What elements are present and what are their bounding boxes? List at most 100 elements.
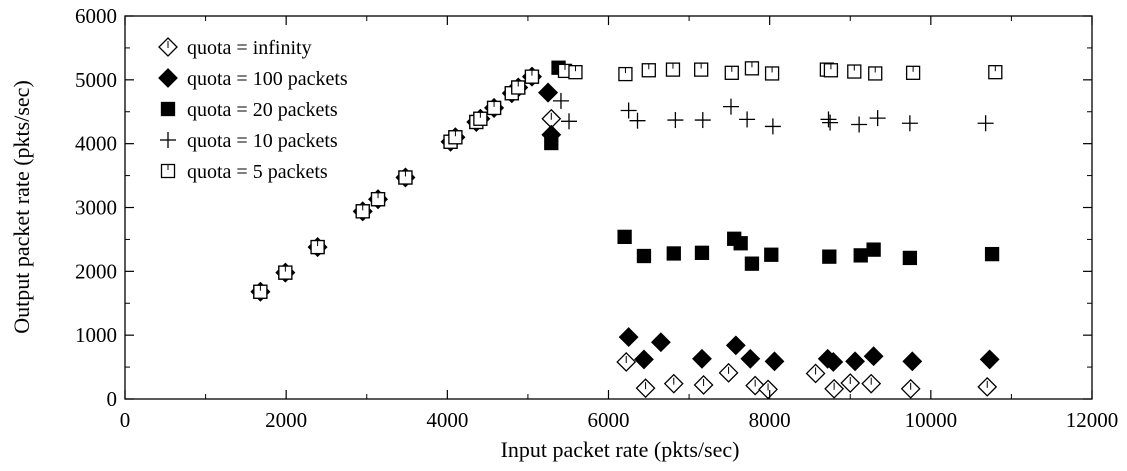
data-point-s3-p22 [764, 118, 781, 135]
diamond-shape [725, 335, 746, 356]
data-point-s3-p16 [620, 102, 637, 119]
data-point-s3-p25 [851, 116, 868, 133]
square-shape [666, 246, 681, 261]
data-point-s4-p3 [355, 204, 370, 219]
x-tick-label-3: 6000 [588, 408, 630, 432]
data-point-s1-p28 [979, 349, 1000, 370]
data-point-s0-p26 [861, 373, 882, 394]
y-tick-label-2: 2000 [75, 259, 117, 283]
data-point-s1-p17 [634, 349, 654, 370]
data-point-s0-p18 [663, 373, 684, 394]
data-point-s2-p23 [764, 247, 779, 262]
y-tick-label-6: 6000 [75, 4, 117, 28]
legend-marker-2 [160, 101, 176, 117]
x-tick-label-5: 10000 [905, 408, 958, 432]
square-shape [694, 245, 710, 260]
square-shape [984, 246, 1000, 262]
data-point-s0-p16 [616, 352, 637, 372]
diamond-shape [650, 332, 671, 353]
data-point-s2-p27 [902, 250, 918, 266]
square-shape [866, 242, 881, 257]
legend: quota = infinity quota = 100 packets quota… [158, 37, 348, 183]
y-tick-label-4: 4000 [75, 132, 117, 156]
data-point-s4-p20 [724, 65, 739, 80]
square-shape [733, 236, 748, 251]
diamond-shape [740, 348, 761, 369]
square-shape [764, 247, 779, 262]
data-point-s4-p13 [524, 69, 540, 84]
legend-item-0: quota = infinity [158, 37, 312, 59]
square-shape [744, 256, 760, 271]
y-tick-label-0: 0 [107, 387, 118, 411]
data-point-s3-p18 [667, 112, 684, 129]
data-point-s1-p19 [692, 348, 712, 369]
diamond-shape [618, 327, 639, 348]
x-tick-label-4: 8000 [749, 408, 791, 432]
legend-label-0: quota = infinity [187, 37, 312, 59]
diamond-shape [863, 346, 884, 367]
data-point-s4-p5 [398, 170, 413, 185]
data-point-s4-p25 [847, 64, 862, 79]
data-point-s4-p10 [486, 100, 502, 116]
diamond-shape [634, 349, 654, 370]
data-point-s4-p19 [694, 62, 709, 77]
data-point-s2-p17 [636, 248, 652, 264]
data-point-s2-p18 [666, 246, 681, 261]
legend-marker-3 [160, 132, 176, 148]
y-tick-label-3: 3000 [75, 196, 117, 220]
square-shape [822, 249, 837, 264]
legend-item-2: quota = 20 packets [160, 99, 338, 121]
diamond-shape [902, 351, 923, 372]
square-shape [902, 250, 918, 266]
square-shape [636, 248, 652, 264]
diamond-shape [158, 68, 178, 88]
legend-marker-0 [158, 37, 178, 57]
data-point-s3-p21 [739, 111, 756, 128]
data-point-s2-p19 [694, 245, 710, 260]
data-point-s0-p17 [635, 378, 656, 399]
y-axis-label: Output packet rate (pkts/sec) [9, 80, 34, 334]
data-point-s4-p26 [868, 66, 883, 81]
data-point-s1-p21 [740, 348, 761, 369]
data-point-s3-p19 [694, 112, 711, 129]
data-point-s4-p27 [905, 65, 921, 80]
data-point-s3-p28 [977, 115, 994, 132]
data-point-s0-p20 [718, 362, 739, 383]
x-tick-label-0: 0 [120, 408, 131, 432]
data-point-s3-p14 [552, 92, 569, 109]
tick-marks [124, 15, 1093, 400]
data-point-s1-p16 [618, 327, 639, 348]
data-point-s4-p1 [278, 265, 293, 280]
square-shape [853, 248, 868, 263]
data-point-s0-p19 [693, 375, 714, 395]
data-point-s1-p27 [902, 351, 923, 372]
legend-item-1: quota = 100 packets [158, 68, 348, 90]
legend-item-4: quota = 5 packets [160, 161, 328, 183]
square-shape [160, 101, 176, 117]
legend-label-1: quota = 100 packets [187, 68, 348, 90]
data-point-s1-p14 [538, 82, 558, 103]
data-point-s0-p25 [840, 373, 861, 393]
data-point-s4-p2 [310, 239, 325, 255]
x-tick-label-6: 12000 [1066, 408, 1119, 432]
data-point-s4-p16 [618, 66, 633, 82]
data-point-s1-p20 [725, 335, 746, 356]
data-point-s3-p15 [561, 113, 578, 130]
data-point-s1-p25 [845, 351, 866, 372]
y-tick-label-5: 5000 [75, 68, 117, 92]
data-point-s4-p9 [473, 111, 488, 126]
data-point-s3-p26 [869, 110, 886, 127]
data-point-s3-p24 [822, 114, 839, 131]
data-point-s0-p23 [805, 363, 826, 384]
tick-labels: 0 2000 4000 6000 8000 10000 12000 0 1000 2000 3000… [75, 4, 1118, 432]
data-point-s1-p26 [863, 346, 884, 367]
data-point-s3-p27 [901, 115, 918, 132]
diamond-shape [538, 82, 558, 103]
data-point-s3-p23 [820, 111, 837, 128]
data-point-s4-p17 [641, 63, 656, 78]
diamond-shape [764, 351, 785, 372]
data-point-s2-p26 [866, 242, 881, 257]
data-point-s4-p12 [511, 80, 526, 95]
diamond-shape [979, 349, 1000, 370]
